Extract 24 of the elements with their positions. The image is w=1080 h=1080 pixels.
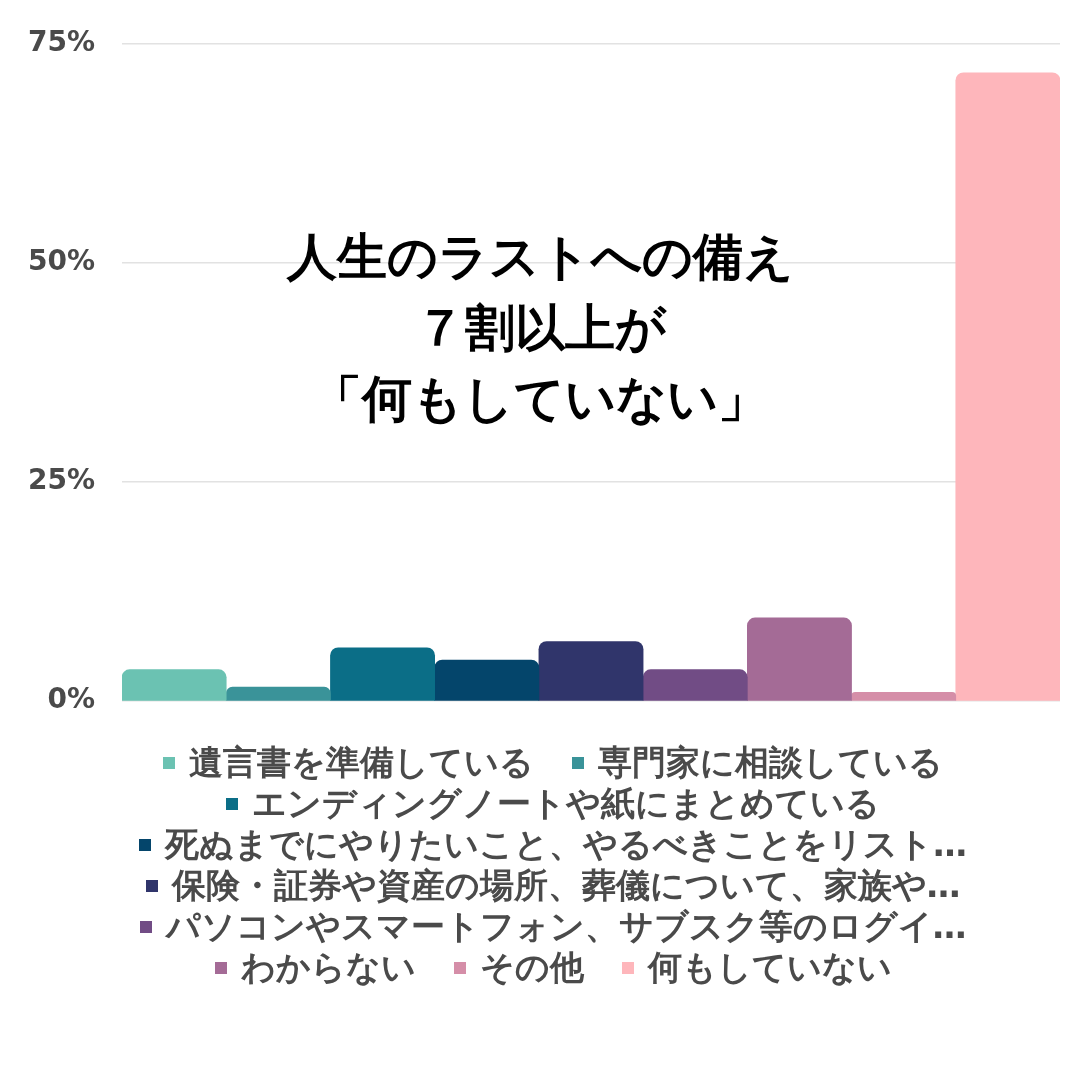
legend-label: 保険・証券や資産の場所、葬儀について、家族や… — [171, 865, 961, 906]
bar — [538, 641, 644, 701]
legend-label: わからない — [240, 947, 416, 988]
y-tick-label: 75% — [27, 25, 95, 59]
legend-label: エンディングノートや紙にまとめている — [252, 783, 880, 824]
text: ７割以上が「何もしていない」 — [311, 298, 769, 430]
bar — [851, 692, 957, 701]
y-tick-label: 50% — [27, 244, 95, 278]
legend-label: 何もしていない — [647, 947, 892, 988]
bar — [955, 72, 1060, 701]
legend-label: その他 — [479, 947, 584, 988]
legend-label: パソコンやスマートフォン、サブスク等のログイ… — [165, 906, 967, 947]
bar — [225, 686, 331, 701]
bar — [747, 617, 852, 701]
bar — [330, 647, 435, 701]
legend-label: 専門家に相談している — [598, 742, 943, 783]
y-tick-label: 0% — [47, 682, 95, 716]
bar — [434, 659, 540, 701]
y-tick-label: 25% — [27, 463, 95, 497]
legend-label: 遺言書を準備している — [189, 742, 534, 783]
bar — [642, 669, 748, 701]
text: 人生のラストへの備え — [285, 227, 795, 288]
legend-label: 死ぬまでにやりたいこと、やるべきことをリスト… — [165, 824, 967, 865]
bar — [122, 669, 227, 701]
